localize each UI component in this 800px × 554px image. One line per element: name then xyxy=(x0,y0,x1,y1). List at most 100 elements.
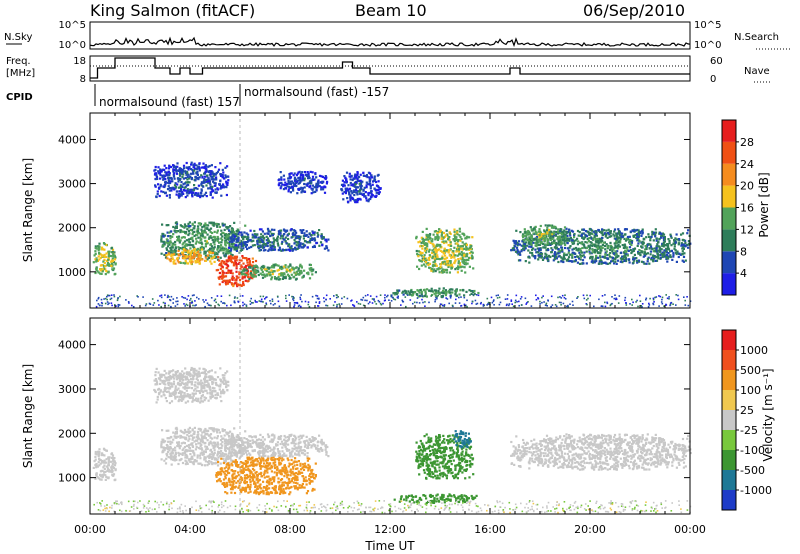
data-point xyxy=(225,182,228,185)
data-point xyxy=(428,235,431,238)
colorbar-tick-label: 28 xyxy=(740,136,754,149)
data-point xyxy=(226,304,228,307)
data-point xyxy=(97,477,100,480)
data-point xyxy=(532,255,535,258)
data-point xyxy=(277,275,280,279)
data-point xyxy=(683,296,685,298)
data-point xyxy=(613,252,616,255)
data-point xyxy=(589,257,592,260)
data-point xyxy=(645,253,648,256)
data-point xyxy=(106,301,109,303)
data-point xyxy=(235,241,238,244)
data-point xyxy=(653,301,655,303)
data-point xyxy=(293,239,296,242)
data-point xyxy=(292,296,294,298)
data-point xyxy=(428,258,431,262)
nave-label: Nave xyxy=(744,66,770,77)
data-point xyxy=(366,176,369,179)
data-point xyxy=(554,233,557,236)
data-point xyxy=(622,255,625,259)
data-point xyxy=(95,474,98,477)
y-tick-label: 1000 xyxy=(58,266,86,279)
data-point xyxy=(563,257,566,260)
data-point xyxy=(217,245,220,248)
data-point xyxy=(221,184,224,187)
data-point xyxy=(434,294,437,297)
data-point xyxy=(434,253,437,256)
data-point xyxy=(296,172,299,175)
data-point xyxy=(648,262,651,265)
data-point xyxy=(275,238,278,242)
data-point xyxy=(535,251,538,254)
data-point xyxy=(101,452,104,455)
data-point xyxy=(536,239,539,242)
data-point xyxy=(211,196,214,199)
data-point xyxy=(256,301,258,303)
data-point xyxy=(576,229,580,233)
data-point xyxy=(292,248,295,251)
data-point xyxy=(677,294,679,297)
data-point xyxy=(165,172,168,175)
data-point xyxy=(437,294,439,297)
data-point xyxy=(227,252,230,255)
data-point xyxy=(518,304,520,307)
data-point xyxy=(221,235,224,238)
data-point xyxy=(235,270,238,273)
data-point xyxy=(181,296,183,298)
data-point xyxy=(221,176,224,179)
data-point xyxy=(426,288,429,291)
data-point xyxy=(353,199,356,202)
data-point xyxy=(189,225,192,228)
data-point xyxy=(632,301,634,304)
data-point xyxy=(267,239,270,242)
data-point xyxy=(193,247,196,251)
data-point xyxy=(230,269,233,272)
data-point xyxy=(230,239,233,242)
data-point xyxy=(186,181,189,184)
data-point xyxy=(220,261,223,264)
data-point xyxy=(221,232,224,235)
data-point xyxy=(300,305,302,308)
data-point xyxy=(472,294,475,297)
data-point xyxy=(444,240,447,243)
data-point xyxy=(272,304,275,306)
data-point xyxy=(421,257,424,260)
data-point xyxy=(171,180,174,183)
data-point xyxy=(242,237,245,240)
data-point xyxy=(309,263,312,267)
data-point xyxy=(308,305,311,308)
data-point xyxy=(249,263,252,266)
data-point xyxy=(231,272,234,275)
data-point xyxy=(184,305,186,307)
data-point xyxy=(471,300,474,303)
data-point xyxy=(421,295,424,297)
data-point xyxy=(298,265,302,268)
data-point xyxy=(588,252,591,255)
data-point xyxy=(226,183,229,186)
data-point xyxy=(229,258,233,261)
data-point xyxy=(260,228,263,231)
data-point xyxy=(224,281,227,284)
data-point xyxy=(603,229,606,232)
data-point xyxy=(605,262,608,265)
data-point xyxy=(222,171,225,174)
data-point xyxy=(518,300,520,303)
data-point xyxy=(572,242,576,245)
data-point xyxy=(615,298,617,301)
data-point xyxy=(320,236,323,239)
data-point xyxy=(174,432,177,435)
data-point xyxy=(95,473,98,476)
data-point xyxy=(226,241,229,245)
data-point xyxy=(613,228,617,231)
data-point xyxy=(515,229,518,232)
data-point xyxy=(361,193,364,196)
data-point xyxy=(228,246,231,249)
data-point xyxy=(188,177,191,180)
data-point xyxy=(445,256,449,259)
data-point xyxy=(182,236,185,239)
data-point xyxy=(250,274,253,277)
data-point xyxy=(549,255,552,259)
data-point xyxy=(233,231,236,234)
